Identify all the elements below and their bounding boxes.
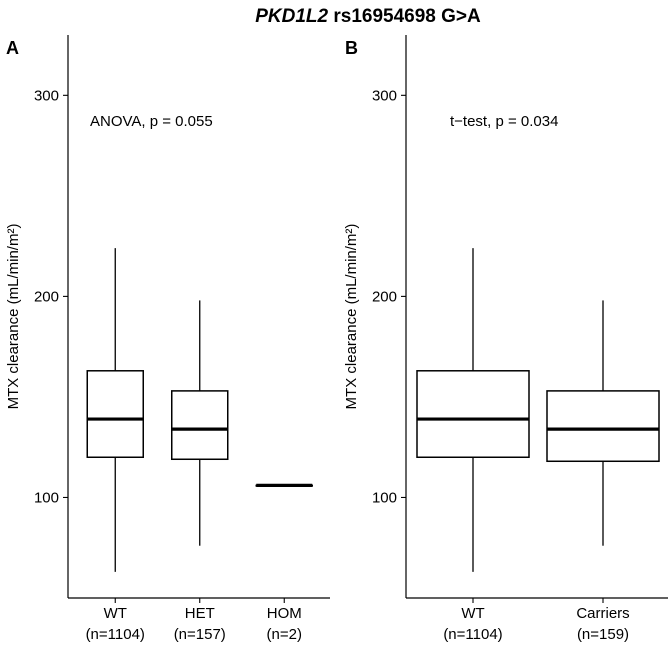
x-tick-label: Carriers bbox=[576, 605, 629, 622]
y-tick-label: 100 bbox=[34, 489, 59, 506]
iqr-box bbox=[546, 390, 660, 463]
panel-b: B MTX clearance (mL/min/m²) 100 200 300 t−tes… bbox=[343, 35, 668, 643]
y-tick-label: 200 bbox=[372, 288, 397, 305]
box-wt bbox=[416, 248, 530, 572]
panel-label: B bbox=[345, 38, 358, 58]
x-tick-label: HET bbox=[185, 605, 215, 622]
y-tick-label: 300 bbox=[372, 87, 397, 104]
iqr-box bbox=[86, 370, 144, 458]
iqr-box bbox=[171, 390, 229, 461]
y-tick-label: 200 bbox=[34, 288, 59, 305]
box-carriers bbox=[546, 300, 660, 546]
figure-title: PKD1L2 rs16954698 G>A bbox=[255, 6, 481, 27]
x-tick-n-label: (n=2) bbox=[267, 626, 302, 643]
x-tick-n-label: (n=1104) bbox=[443, 626, 502, 643]
y-tick-label: 300 bbox=[34, 87, 59, 104]
panel-label: A bbox=[6, 38, 19, 58]
y-axis-title: MTX clearance (mL/min/m²) bbox=[5, 224, 22, 410]
title-gene: PKD1L2 bbox=[255, 6, 328, 27]
stat-annotation: ANOVA, p = 0.055 bbox=[90, 113, 213, 130]
box-het bbox=[171, 300, 229, 546]
x-tick-label: HOM bbox=[267, 605, 302, 622]
y-tick-label: 100 bbox=[372, 489, 397, 506]
x-tick-label: WT bbox=[461, 605, 484, 622]
title-variant: rs16954698 G>A bbox=[328, 6, 481, 27]
box-hom bbox=[255, 483, 313, 487]
box-wt bbox=[86, 248, 144, 572]
x-tick-n-label: (n=159) bbox=[577, 626, 629, 643]
x-tick-n-label: (n=1104) bbox=[86, 626, 145, 643]
x-tick-label: WT bbox=[104, 605, 127, 622]
y-axis-title: MTX clearance (mL/min/m²) bbox=[343, 224, 360, 410]
panels-group: A MTX clearance (mL/min/m²) 100 200 300 ANOVA… bbox=[5, 35, 668, 643]
stat-annotation: t−test, p = 0.034 bbox=[450, 113, 558, 130]
x-tick-n-label: (n=157) bbox=[174, 626, 226, 643]
iqr-box bbox=[416, 370, 530, 458]
panel-a: A MTX clearance (mL/min/m²) 100 200 300 ANOVA… bbox=[5, 35, 330, 643]
